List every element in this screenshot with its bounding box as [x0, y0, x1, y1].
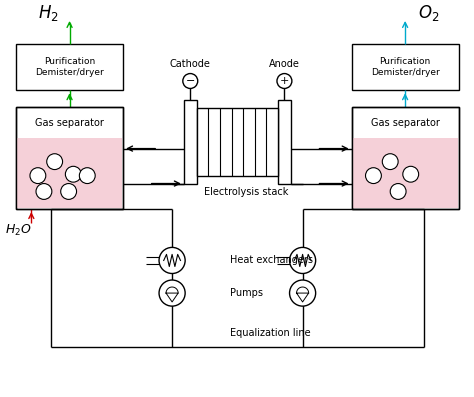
Circle shape: [79, 168, 95, 183]
Circle shape: [47, 154, 63, 170]
Circle shape: [403, 166, 419, 182]
Circle shape: [183, 73, 198, 89]
Bar: [352, 107, 459, 209]
Circle shape: [36, 183, 52, 199]
Text: Gas separator: Gas separator: [371, 118, 439, 128]
Text: $H_2O$: $H_2O$: [5, 223, 32, 238]
Text: Purification
Demister/dryer: Purification Demister/dryer: [371, 57, 439, 77]
Bar: [352, 44, 459, 91]
Text: Heat exchangers: Heat exchangers: [230, 255, 313, 266]
Text: Equalization line: Equalization line: [230, 328, 311, 338]
Bar: [353, 138, 458, 208]
Bar: [16, 107, 123, 209]
Circle shape: [290, 247, 316, 274]
Text: −: −: [186, 76, 195, 86]
Bar: [352, 107, 459, 209]
Circle shape: [159, 247, 185, 274]
Bar: [17, 138, 122, 208]
Bar: [184, 100, 197, 183]
Text: $O_2$: $O_2$: [418, 4, 439, 23]
Text: +: +: [280, 76, 289, 86]
Bar: [197, 108, 278, 175]
Circle shape: [290, 280, 316, 306]
Circle shape: [277, 73, 292, 89]
Circle shape: [65, 166, 81, 182]
Text: Gas separator: Gas separator: [35, 118, 104, 128]
Text: Electrolysis stack: Electrolysis stack: [204, 187, 289, 197]
Circle shape: [61, 183, 77, 199]
Circle shape: [365, 168, 382, 183]
Text: Pumps: Pumps: [230, 288, 264, 298]
Circle shape: [383, 154, 398, 170]
Circle shape: [30, 168, 46, 183]
Text: Cathode: Cathode: [170, 60, 211, 69]
Circle shape: [390, 183, 406, 199]
Bar: [278, 100, 291, 183]
Circle shape: [159, 280, 185, 306]
Text: Purification
Demister/dryer: Purification Demister/dryer: [35, 57, 104, 77]
Bar: [16, 107, 123, 209]
Text: Anode: Anode: [269, 60, 300, 69]
Bar: [16, 44, 123, 91]
Text: $H_2$: $H_2$: [38, 4, 59, 23]
